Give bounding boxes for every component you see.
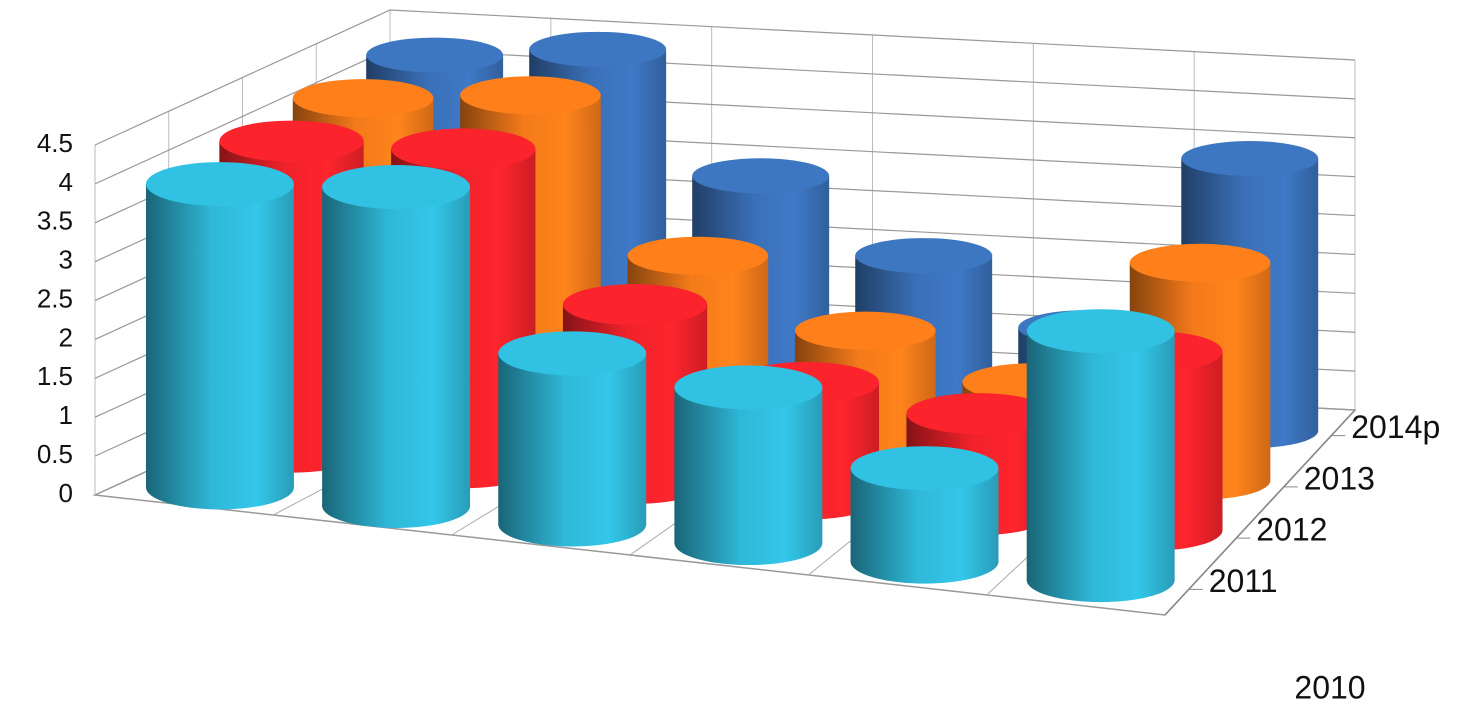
cylinder-top (562, 284, 708, 326)
cylinder-top (627, 236, 769, 275)
cylinder-body (674, 387, 823, 544)
y-tick-label: 3.5 (37, 206, 73, 236)
cylinder-top (145, 162, 294, 207)
cylinder-top (906, 393, 1051, 435)
cylinder-top (850, 446, 999, 491)
y-tick-label: 0 (59, 478, 73, 508)
y-tick-label: 0.5 (37, 439, 73, 469)
grid-line (94, 9, 1356, 146)
y-tick-label: 4.5 (37, 128, 73, 158)
cylinder-top (391, 128, 536, 170)
legend-label: 2011 (1209, 563, 1278, 599)
y-tick-label: 3 (59, 245, 73, 275)
cylinder-top (855, 238, 993, 274)
legend-label: 2013 (1304, 460, 1375, 496)
y-tick-label: 2 (59, 322, 73, 352)
y-tick-label: 2.5 (37, 283, 73, 313)
y-tick-label: 1.5 (37, 361, 73, 391)
cylinder-top (366, 37, 504, 73)
cylinder-top (794, 311, 936, 350)
cylinder-top (460, 76, 601, 115)
cylinder-body (498, 353, 647, 525)
legend-label: 2014p (1351, 409, 1440, 445)
cylinder-top (1026, 309, 1175, 354)
cylinder (674, 365, 823, 566)
legend-label: 2012 (1256, 512, 1327, 548)
cylinder (322, 165, 471, 528)
cylinder-top (1129, 243, 1271, 282)
y-tick-label: 4 (59, 167, 73, 197)
cylinder (1026, 309, 1175, 603)
cylinder-top (529, 31, 667, 67)
cylinder-top (674, 365, 823, 410)
cylinder-top (692, 158, 830, 194)
cylinder-top (498, 331, 647, 376)
cylinder (145, 162, 294, 510)
cylinder (850, 446, 999, 584)
cylinder-top (1181, 141, 1319, 177)
y-tick-label: 1 (59, 400, 73, 430)
depth-axis (1164, 409, 1356, 616)
cylinder-top (322, 165, 471, 210)
cylinder-top (219, 120, 364, 162)
cylinder-top (292, 79, 434, 118)
cylinder-body (322, 187, 471, 506)
annotation: 2010 (1294, 669, 1365, 705)
cylinder (498, 331, 647, 547)
cylinder-body (1026, 331, 1175, 581)
cylinder-body (145, 184, 294, 488)
